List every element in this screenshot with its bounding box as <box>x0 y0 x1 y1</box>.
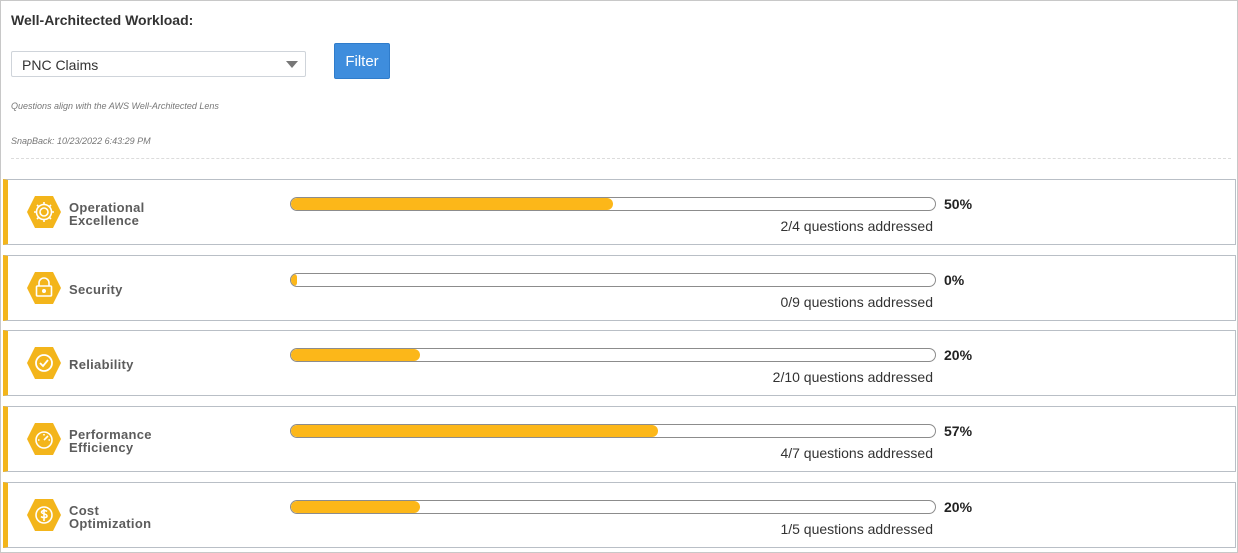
snapback-timestamp: SnapBack: 10/23/2022 6:43:29 PM <box>11 136 151 146</box>
pillar-label: Reliability <box>69 357 134 372</box>
chevron-down-icon[interactable] <box>279 52 305 76</box>
gauge-icon <box>27 423 61 455</box>
workload-heading: Well-Architected Workload: <box>11 12 194 28</box>
progress-bar <box>290 424 936 438</box>
progress-fill <box>291 274 297 286</box>
progress-bar <box>290 273 936 287</box>
workload-select[interactable]: PNC Claims <box>11 51 306 77</box>
pillar-label: Performance Efficiency <box>69 427 152 455</box>
lens-note: Questions align with the AWS Well-Archit… <box>11 101 219 111</box>
pillar-card-cost-optimization[interactable]: Cost Optimization 20% 1/5 questions addre… <box>3 482 1236 548</box>
questions-addressed: 4/7 questions addressed <box>780 445 933 461</box>
questions-addressed: 1/5 questions addressed <box>780 521 933 537</box>
progress-bar <box>290 500 936 514</box>
percent-label: 57% <box>944 423 973 439</box>
checkmark-icon <box>27 347 61 379</box>
filter-button[interactable]: Filter <box>334 43 390 79</box>
pillar-card-operational-excellence[interactable]: Operational Excellence 50% 2/4 questions … <box>3 179 1236 245</box>
progress-fill <box>291 501 420 513</box>
pillar-card-reliability[interactable]: Reliability 20% 2/10 questions addressed <box>3 330 1236 396</box>
pillar-label: Security <box>69 282 123 297</box>
lock-icon <box>27 272 61 304</box>
gear-icon <box>27 196 61 228</box>
progress-fill <box>291 349 420 361</box>
progress-fill <box>291 425 659 437</box>
progress-bar <box>290 348 936 362</box>
progress-bar <box>290 197 936 211</box>
questions-addressed: 0/9 questions addressed <box>780 294 933 310</box>
percent-label: 0% <box>944 272 965 288</box>
questions-addressed: 2/4 questions addressed <box>780 218 933 234</box>
questions-addressed: 2/10 questions addressed <box>772 369 933 385</box>
workload-select-value: PNC Claims <box>22 57 99 73</box>
pillar-card-performance-efficiency[interactable]: Performance Efficiency 57% 4/7 questions … <box>3 406 1236 472</box>
dollar-icon <box>27 499 61 531</box>
pillar-label: Operational Excellence <box>69 200 145 228</box>
pillar-card-security[interactable]: Security 0% 0/9 questions addressed <box>3 255 1236 321</box>
progress-fill <box>291 198 613 210</box>
percent-label: 50% <box>944 196 973 212</box>
percent-label: 20% <box>944 347 973 363</box>
divider <box>11 158 1231 159</box>
percent-label: 20% <box>944 499 973 515</box>
pillar-label: Cost Optimization <box>69 503 152 531</box>
